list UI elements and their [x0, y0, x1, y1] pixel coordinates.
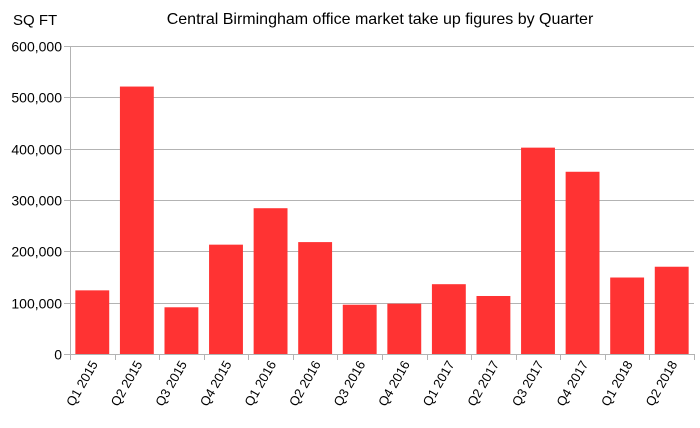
x-tick-label: Q4 2015 — [197, 358, 235, 409]
x-tick-label: Q4 2017 — [553, 358, 591, 409]
y-tick-label: 100,000 — [11, 296, 62, 312]
bar — [654, 266, 689, 354]
bar — [387, 303, 422, 354]
y-tick-label: 300,000 — [11, 193, 62, 209]
bars — [75, 86, 689, 354]
bar — [298, 242, 333, 354]
y-axis-ticks: 0 100,000 200,000 300,000 400,000 500,000 600,… — [11, 39, 62, 363]
y-tick-label: 500,000 — [11, 90, 62, 106]
bar — [164, 307, 199, 354]
bar — [565, 171, 600, 354]
x-tick-label: Q2 2018 — [642, 358, 680, 409]
x-axis-ticks: Q1 2015 Q2 2015 Q3 2015 Q4 2015 Q1 2016 Q2 20… — [63, 358, 680, 409]
x-tick-label: Q1 2016 — [241, 358, 279, 409]
bar — [119, 86, 154, 354]
x-tick-label: Q1 2017 — [420, 358, 458, 409]
bar — [209, 244, 243, 354]
x-tick-label: Q3 2017 — [509, 358, 547, 409]
bar — [431, 284, 466, 354]
bar — [75, 290, 110, 354]
y-tick-label: 200,000 — [11, 244, 62, 260]
bar — [610, 277, 645, 354]
y-tick-label: 600,000 — [11, 39, 62, 55]
bar — [476, 295, 511, 354]
bar — [521, 147, 555, 354]
bar — [253, 208, 288, 354]
x-tick-label: Q3 2016 — [330, 358, 368, 409]
y-tick-label: 0 — [54, 347, 62, 363]
gridlines — [64, 46, 695, 360]
x-tick-label: Q2 2015 — [108, 358, 146, 409]
x-tick-label: Q1 2015 — [63, 358, 101, 409]
x-tick-label: Q3 2015 — [152, 358, 190, 409]
bar — [342, 304, 377, 354]
x-tick-label: Q2 2017 — [464, 358, 502, 409]
y-unit-label: SQ FT — [13, 12, 57, 29]
x-tick-label: Q1 2018 — [598, 358, 636, 409]
y-tick-label: 400,000 — [11, 142, 62, 158]
chart-title: Central Birmingham office market take up… — [167, 11, 594, 28]
x-tick-label: Q2 2016 — [286, 358, 324, 409]
x-tick-label: Q4 2016 — [375, 358, 413, 409]
